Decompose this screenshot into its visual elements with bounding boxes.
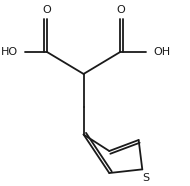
Text: HO: HO (0, 47, 17, 57)
Text: OH: OH (153, 47, 170, 57)
Text: O: O (43, 5, 51, 15)
Text: S: S (142, 173, 150, 183)
Text: O: O (116, 5, 125, 15)
